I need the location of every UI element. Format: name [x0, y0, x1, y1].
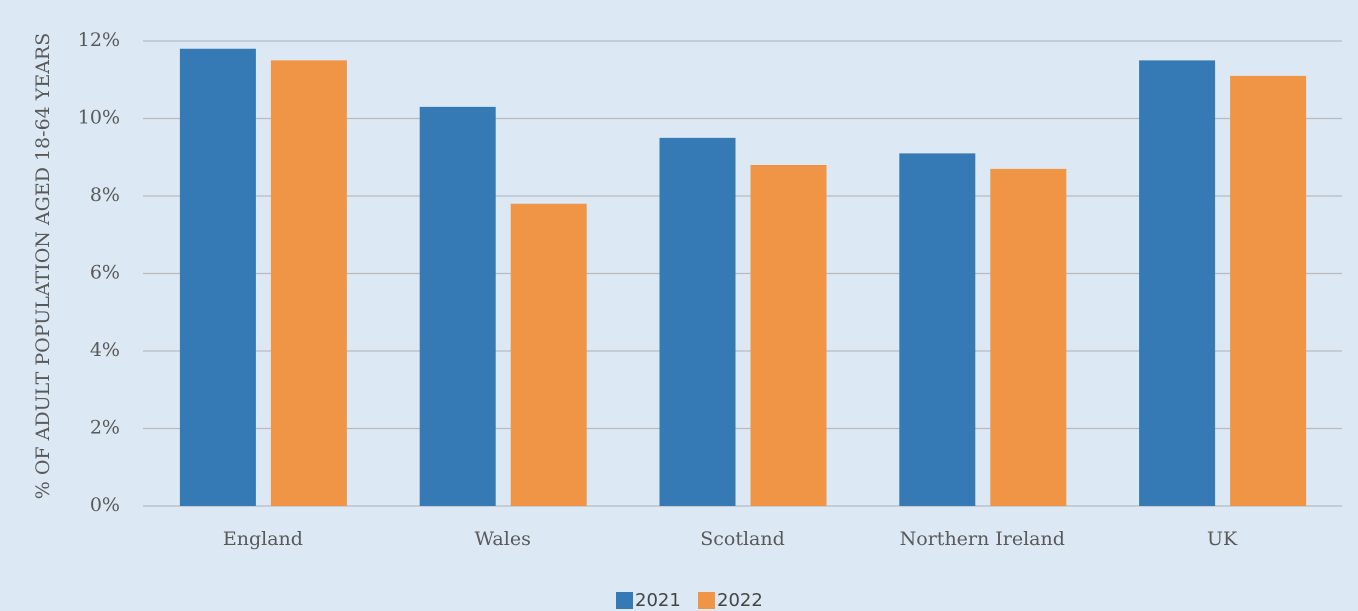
legend-swatch	[698, 592, 715, 609]
x-tick-label: England	[223, 528, 303, 550]
bar	[750, 165, 827, 506]
bar	[270, 60, 347, 506]
y-tick-label: 4%	[90, 339, 120, 361]
legend-label: 2021	[635, 590, 681, 611]
x-tick-label: Northern Ireland	[900, 528, 1065, 550]
bar	[510, 203, 587, 506]
x-tick-label: UK	[1207, 528, 1238, 550]
bar	[659, 137, 736, 506]
legend-swatch	[616, 592, 633, 609]
bar	[1139, 60, 1216, 506]
bar	[1230, 75, 1307, 506]
y-tick-label: 6%	[90, 262, 120, 284]
y-tick-label: 8%	[90, 184, 120, 206]
y-tick-label: 10%	[78, 107, 120, 129]
y-tick-label: 0%	[90, 494, 120, 516]
y-tick-label: 12%	[78, 29, 120, 51]
legend-label: 2022	[717, 590, 763, 611]
bar	[990, 168, 1067, 506]
bar	[899, 153, 976, 506]
y-axis-label: % OF ADULT POPULATION AGED 18-64 YEARS	[32, 33, 54, 500]
x-tick-label: Scotland	[700, 528, 785, 550]
bar	[419, 106, 496, 506]
y-tick-label: 2%	[90, 417, 120, 439]
x-tick-label: Wales	[475, 528, 531, 550]
bar	[179, 48, 256, 506]
